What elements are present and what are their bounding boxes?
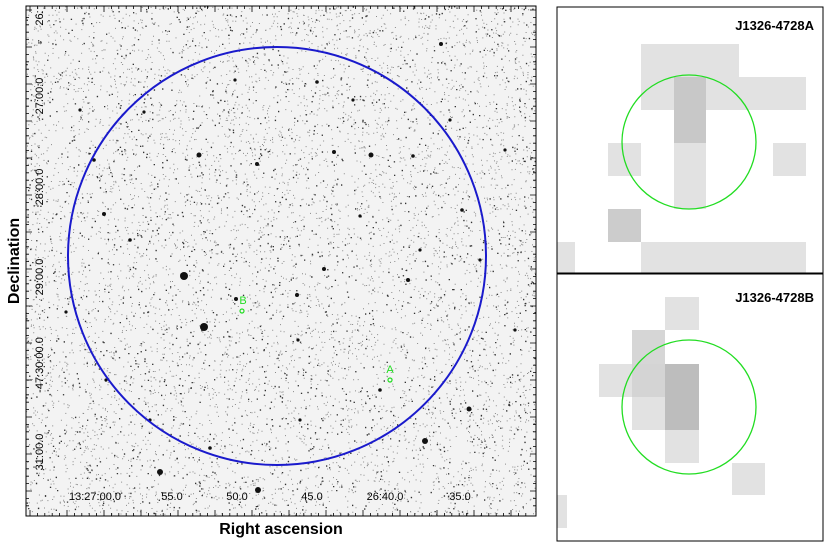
count-pixel xyxy=(674,77,706,143)
panel-b-pixels xyxy=(557,297,765,528)
star xyxy=(418,248,422,252)
panel-a-frame xyxy=(556,6,824,274)
count-pixel xyxy=(632,364,665,397)
star xyxy=(378,388,382,392)
star xyxy=(92,158,96,162)
zoom-panel-b: J1326-4728B xyxy=(556,273,824,542)
count-pixel xyxy=(732,463,765,495)
tick-marks xyxy=(26,6,536,516)
star xyxy=(64,310,68,314)
ra-tick-label: 45.0 xyxy=(301,491,322,503)
star xyxy=(406,278,410,282)
source-marker-b xyxy=(239,308,245,314)
panel-b-extraction-circle xyxy=(621,339,757,475)
star xyxy=(358,214,362,218)
count-pixel xyxy=(665,364,699,430)
dec-tick-label: 31:00.0 xyxy=(34,434,46,471)
dec-tick-label: 28:00.0 xyxy=(34,169,46,206)
star xyxy=(460,208,464,212)
star xyxy=(296,338,300,342)
star xyxy=(322,267,326,271)
count-pixel xyxy=(674,143,706,209)
source-marker-a xyxy=(387,377,393,383)
star xyxy=(332,150,336,154)
ra-tick-label: 13:27:00.0 xyxy=(69,491,121,503)
star xyxy=(255,162,259,166)
zoom-panel-a: J1326-4728A xyxy=(556,6,824,274)
star xyxy=(102,212,106,216)
star xyxy=(295,293,299,297)
sky-frame xyxy=(25,5,537,517)
count-pixel xyxy=(641,242,806,273)
star xyxy=(478,258,482,262)
dec-tick-labels: 26: 27:00.0 28:00.0 29:00.0 -47:30:00.0 … xyxy=(34,10,46,470)
ra-tick-label: 26:40.0 xyxy=(367,491,404,503)
star xyxy=(196,152,202,158)
dec-tick-label: 29:00.0 xyxy=(34,259,46,296)
field-of-view-circle xyxy=(67,46,487,466)
star xyxy=(439,42,443,46)
star xyxy=(142,110,146,114)
panel-a-title: J1326-4728A xyxy=(735,18,814,33)
dec-tick-label: 27:00.0 xyxy=(34,78,46,115)
sky-image: B A xyxy=(25,5,537,517)
panel-a-pixels xyxy=(557,44,806,273)
ra-tick-label: 55.0 xyxy=(161,491,182,503)
panel-b-title: J1326-4728B xyxy=(735,290,814,305)
star xyxy=(234,297,238,301)
count-pixel xyxy=(557,495,567,528)
count-pixel xyxy=(773,143,806,176)
star xyxy=(448,118,452,122)
ra-tick-labels: 13:27:00.0 55.0 50.0 45.0 26:40.0 35.0 xyxy=(69,491,471,503)
source-label-a: A xyxy=(386,364,394,376)
panel-a-extraction-circle xyxy=(621,74,757,210)
count-pixel xyxy=(557,242,575,273)
count-pixel xyxy=(665,430,699,463)
y-axis-title: Declination xyxy=(6,218,23,304)
star-field xyxy=(64,42,517,493)
star xyxy=(503,148,507,152)
count-pixel xyxy=(641,77,806,110)
star xyxy=(351,98,355,102)
dec-tick-label: -47:30:00.0 xyxy=(34,337,46,393)
star xyxy=(78,108,82,112)
count-pixel xyxy=(641,44,739,77)
star xyxy=(128,238,132,242)
sky-background xyxy=(26,6,536,516)
star xyxy=(368,152,374,158)
star xyxy=(513,328,517,332)
star xyxy=(233,78,237,82)
star xyxy=(208,446,212,450)
dec-tick-label: 26: xyxy=(34,10,46,25)
ra-tick-label: 50.0 xyxy=(226,491,247,503)
star xyxy=(200,323,208,331)
star xyxy=(466,406,472,412)
star xyxy=(180,272,188,280)
count-pixel xyxy=(665,297,699,330)
star xyxy=(255,487,261,493)
star xyxy=(104,378,108,382)
count-pixel xyxy=(632,397,665,430)
star xyxy=(411,154,415,158)
star xyxy=(315,80,319,84)
star xyxy=(422,438,428,444)
axis-ticks xyxy=(26,6,536,516)
star xyxy=(157,469,163,475)
star xyxy=(298,418,302,422)
panel-b-frame xyxy=(556,273,824,542)
x-axis-title: Right ascension xyxy=(219,521,343,538)
ra-tick-label: 35.0 xyxy=(449,491,470,503)
source-label-b: B xyxy=(239,295,246,307)
count-pixel xyxy=(608,209,641,242)
